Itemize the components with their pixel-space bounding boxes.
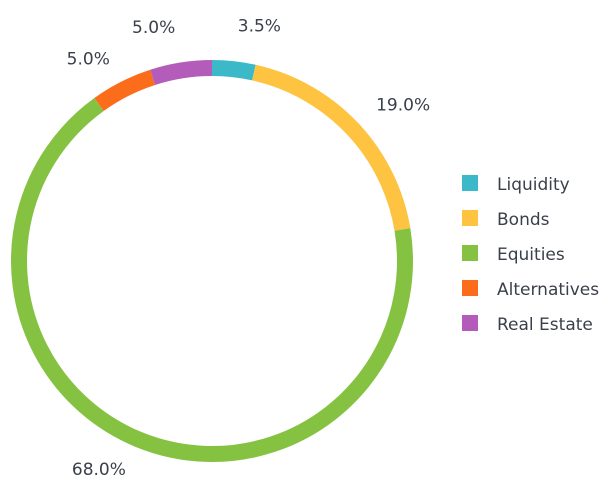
- legend-swatch: [462, 210, 478, 226]
- legend-label: Equities: [497, 245, 565, 265]
- legend-label: Real Estate: [497, 315, 593, 335]
- data-label: 19.0%: [376, 96, 430, 116]
- legend-label: Alternatives: [497, 280, 599, 300]
- legend-label: Liquidity: [497, 175, 570, 195]
- legend-label: Bonds: [497, 210, 550, 230]
- legend-swatch: [462, 280, 478, 296]
- donut-segment: [94, 69, 156, 112]
- legend-swatch: [462, 175, 478, 191]
- donut-segment: [150, 60, 213, 86]
- donut-segment: [11, 98, 413, 462]
- data-label: 5.0%: [132, 18, 175, 38]
- donut-segment: [252, 64, 411, 231]
- donut-segment: [211, 60, 256, 81]
- data-label: 3.5%: [238, 16, 281, 36]
- legend-swatch: [462, 315, 478, 331]
- data-label: 5.0%: [67, 49, 110, 69]
- legend-swatch: [462, 245, 478, 261]
- data-label: 68.0%: [72, 460, 126, 480]
